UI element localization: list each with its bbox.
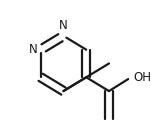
Text: OH: OH — [134, 71, 152, 84]
Text: N: N — [29, 43, 38, 56]
Text: N: N — [59, 19, 68, 32]
